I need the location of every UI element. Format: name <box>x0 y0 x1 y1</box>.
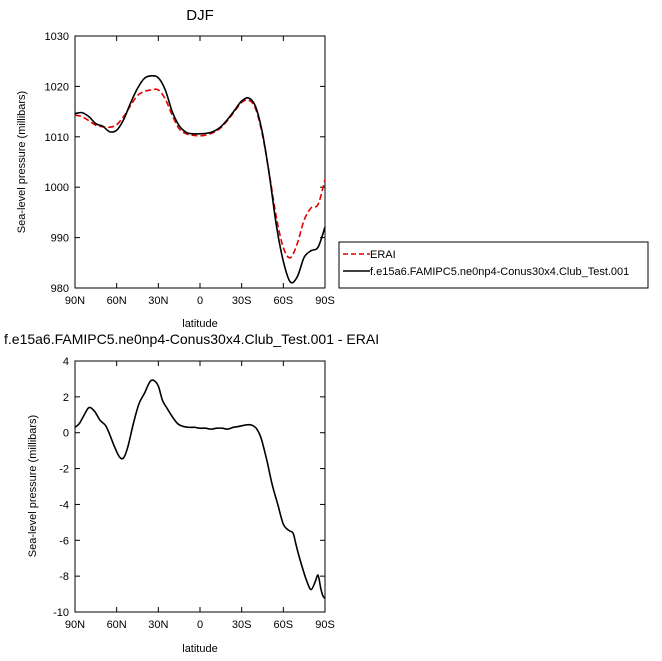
x-tick-label: 0 <box>197 295 203 307</box>
y-tick-label: 4 <box>63 356 69 368</box>
x-tick-label: 60S <box>274 295 294 307</box>
x-axis-label: latitude <box>182 643 217 655</box>
series-line-f-e15a6-famipc5-ne0np4-conus30x4-club-test-001 <box>74 74 326 284</box>
y-tick-label: 980 <box>51 283 69 295</box>
x-axis-label: latitude <box>182 318 217 330</box>
y-tick-label: 990 <box>51 233 69 245</box>
series-line-difference <box>74 379 326 600</box>
y-tick-label: 2 <box>63 392 69 404</box>
plot-frame <box>74 35 326 289</box>
y-tick-label: 1020 <box>45 81 69 93</box>
y-axis-ticks: -10 -8 -6 -4 -2 0 2 4 <box>53 356 325 619</box>
series-lines <box>74 74 326 284</box>
y-axis-ticks: 980 990 1000 1010 1020 1030 <box>45 31 325 295</box>
y-tick-label: -2 <box>59 464 69 476</box>
x-tick-label: 90N <box>65 295 85 307</box>
legend-frame <box>338 241 649 289</box>
series-lines <box>74 379 326 600</box>
y-tick-label: 1010 <box>45 132 69 144</box>
x-tick-label: 60N <box>107 619 127 631</box>
x-tick-label: 60N <box>107 295 127 307</box>
chart-difference: f.e15a6.FAMIPC5.ne0np4-Conus30x4.Club_Te… <box>4 331 379 655</box>
x-tick-label: 0 <box>197 619 203 631</box>
y-tick-label: -6 <box>59 535 69 547</box>
chart-seasonal-slp: DJF 90N 60N 30N 0 30S 60S 90S 980 990 1000 1010 10… <box>16 7 649 330</box>
legend: ERAI f.e15a6.FAMIPC5.ne0np4-Conus30x4.Cl… <box>338 241 649 289</box>
y-tick-label: 0 <box>63 428 69 440</box>
chart-title: f.e15a6.FAMIPC5.ne0np4-Conus30x4.Club_Te… <box>4 331 379 347</box>
plot-frame <box>74 360 326 613</box>
y-tick-label: -8 <box>59 571 69 583</box>
x-tick-label: 90S <box>315 619 335 631</box>
x-axis-ticks: 90N 60N 30N 0 30S 60S 90S <box>65 36 335 307</box>
y-tick-label: 1030 <box>45 31 69 43</box>
x-tick-label: 30S <box>232 619 252 631</box>
y-tick-label: -4 <box>59 499 69 511</box>
legend-label-erai: ERAI <box>370 249 396 261</box>
y-axis-label: Sea-level pressure (millibars) <box>16 91 28 233</box>
x-tick-label: 60S <box>274 619 294 631</box>
x-tick-label: 90N <box>65 619 85 631</box>
x-tick-label: 30N <box>148 619 168 631</box>
y-tick-label: -10 <box>53 607 69 619</box>
series-line-erai <box>74 88 326 259</box>
x-tick-label: 30N <box>148 295 168 307</box>
x-axis-ticks: 90N 60N 30N 0 30S 60S 90S <box>65 361 335 631</box>
y-axis-label: Sea-level pressure (millibars) <box>27 415 39 557</box>
y-tick-label: 1000 <box>45 182 69 194</box>
x-tick-label: 90S <box>315 295 335 307</box>
chart-title: DJF <box>186 7 214 24</box>
legend-label-model: f.e15a6.FAMIPC5.ne0np4-Conus30x4.Club_Te… <box>370 266 629 278</box>
x-tick-label: 30S <box>232 295 252 307</box>
